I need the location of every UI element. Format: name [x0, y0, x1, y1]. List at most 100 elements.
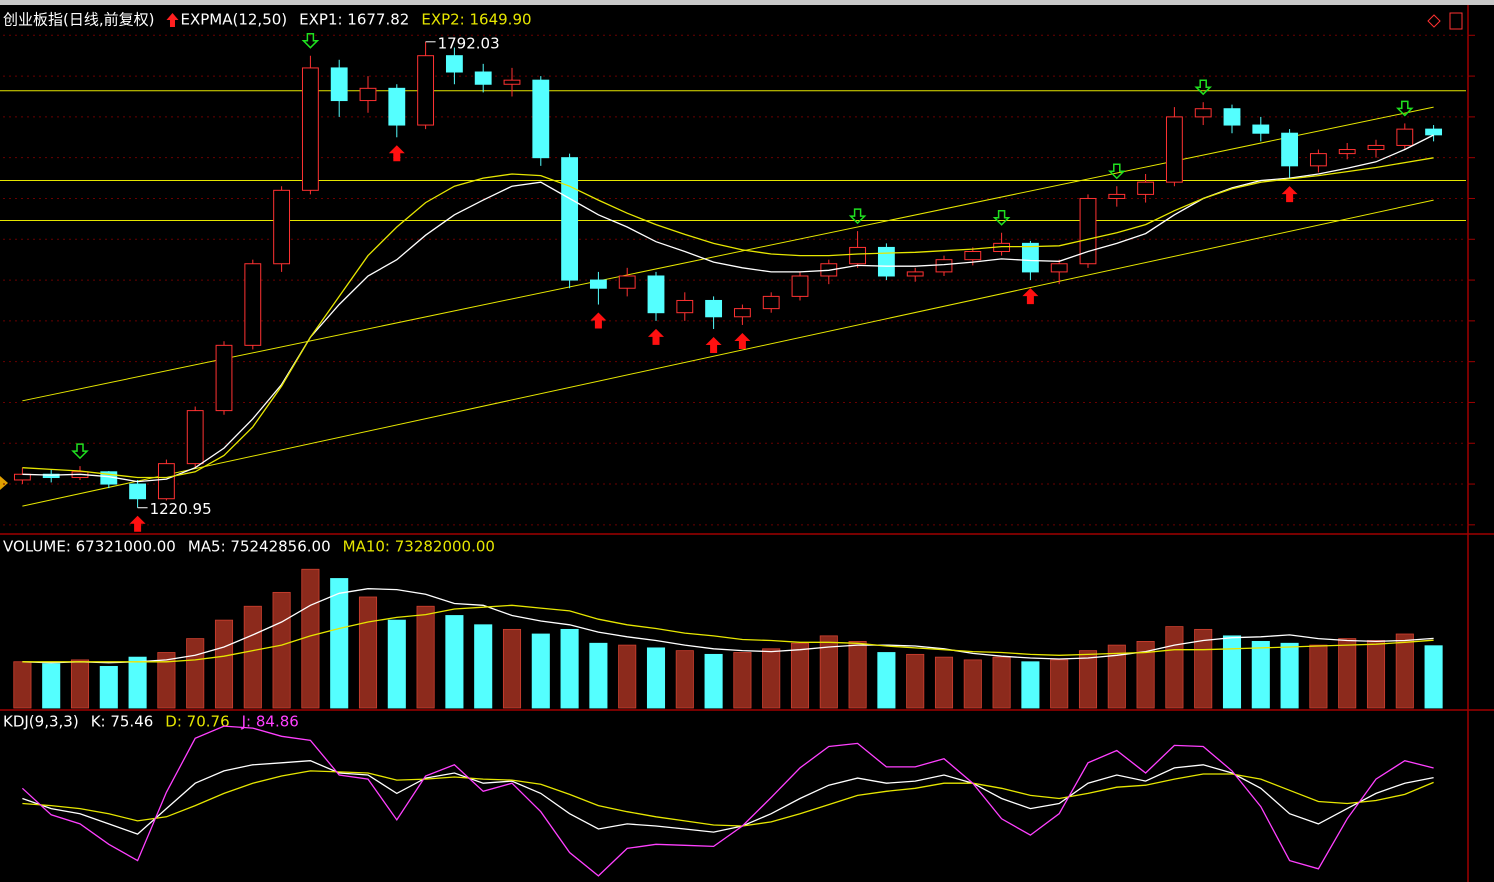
candle-body: [849, 246, 867, 265]
candle-body: [733, 308, 751, 318]
window-icon[interactable]: [1449, 12, 1463, 30]
volume-bar: [1395, 633, 1414, 709]
candle-body: [42, 473, 60, 479]
kdj-header: KDJ(9,3,3) K: 75.46 D: 70.76 J: 84.86: [3, 713, 299, 731]
candle-body: [1223, 108, 1241, 126]
candle-body: [1137, 181, 1155, 195]
candle-body: [215, 344, 233, 412]
candle-body: [532, 79, 550, 159]
volume-bar: [13, 661, 32, 709]
volume-bar: [186, 638, 205, 709]
volume-bar: [877, 652, 896, 709]
left-marker: [0, 476, 8, 490]
candle-body: [1338, 149, 1356, 155]
buy-signal: [1022, 288, 1039, 305]
candle-body: [157, 463, 175, 500]
volume-bar: [42, 663, 61, 709]
legend-entry: K: 75.46: [91, 713, 154, 731]
candle-body: [762, 295, 780, 310]
buy-signal: [129, 515, 146, 532]
candle-body: [1367, 144, 1385, 151]
volume-bar: [301, 568, 320, 709]
sell-signal: [992, 209, 1011, 226]
sell-signal: [71, 443, 89, 460]
volume-bar: [762, 648, 781, 709]
volume-bar: [1222, 635, 1242, 709]
volume-bar: [128, 656, 147, 709]
candle-body: [129, 483, 147, 500]
candle-body: [1396, 128, 1414, 146]
legend-entry: D: 70.76: [165, 713, 229, 731]
candle-body: [676, 299, 694, 314]
candle-body: [935, 259, 953, 273]
volume-bar: [790, 642, 810, 709]
volume-bar: [157, 652, 176, 709]
candle-body: [1021, 242, 1039, 273]
candle-body: [1165, 116, 1183, 183]
volume-bar: [70, 659, 90, 709]
candle-body: [186, 410, 204, 465]
price-header: 创业板指(日线,前复权) EXPMA(12,50) EXP1: 1677.82 EXP…: [3, 11, 532, 29]
volume-bar: [704, 653, 723, 709]
volume-bar: [445, 615, 464, 709]
legend-entry: EXP2: 1649.90: [421, 11, 531, 29]
candle-body: [1425, 128, 1443, 136]
volume-bar: [646, 647, 666, 709]
candle-body: [561, 157, 579, 281]
buy-signal: [1281, 186, 1298, 203]
volume-bar: [675, 650, 694, 709]
volume-bar: [1078, 650, 1098, 709]
sell-signal: [1194, 79, 1213, 96]
price-annotation: 1792.03: [438, 34, 500, 52]
volume-bar: [243, 605, 262, 709]
indicator-line: [22, 604, 1434, 663]
signal-icon: [166, 13, 179, 27]
candle-body: [877, 246, 895, 277]
candle-body: [1050, 263, 1068, 273]
candle-body: [330, 67, 348, 102]
volume-bar: [1107, 644, 1126, 709]
legend-entry: J: 84.86: [241, 713, 299, 731]
legend-entry: MA10: 73282000.00: [343, 538, 495, 556]
volume-bar: [963, 659, 982, 709]
candle-body: [273, 189, 291, 265]
candle-body: [589, 279, 607, 289]
candle-body: [647, 275, 665, 314]
volume-bar: [99, 665, 118, 709]
candle-body: [359, 87, 377, 102]
candle-body: [1194, 108, 1212, 118]
volume-bar: [733, 652, 752, 709]
trend-line: [22, 199, 1434, 507]
volume-bar: [474, 624, 493, 709]
candle-body: [503, 79, 521, 85]
candle-body: [618, 275, 636, 289]
volume-bar: [330, 578, 349, 709]
buy-signal: [705, 337, 722, 354]
buy-signal: [590, 312, 607, 329]
buy-signal: [388, 145, 405, 162]
indicator-name: KDJ(9,3,3): [3, 713, 79, 731]
volume-bar: [272, 591, 291, 709]
candle-body: [964, 251, 982, 261]
legend-entry: MA5: 75242856.00: [188, 538, 331, 556]
indicator-name: EXPMA(12,50): [180, 11, 287, 29]
volume-bar: [502, 628, 522, 709]
volume-bar: [416, 605, 435, 709]
window-icon[interactable]: [1427, 14, 1441, 28]
sell-signal: [301, 32, 320, 49]
candle-body: [906, 271, 924, 277]
volume-bar: [531, 633, 550, 709]
indicator-line: [22, 760, 1434, 835]
volume-bar: [1251, 641, 1270, 709]
candle-body: [388, 87, 406, 126]
volume-bar: [1021, 661, 1040, 709]
candle-body: [1309, 153, 1327, 167]
sell-signal: [848, 208, 867, 225]
trend-line: [22, 106, 1434, 402]
volume-bar: [358, 596, 378, 709]
volume-bar: [1366, 640, 1386, 709]
volume-header: VOLUME: 67321000.00 MA5: 75242856.00 MA10:…: [3, 538, 495, 556]
legend-entry: EXP1: 1677.82: [299, 11, 409, 29]
